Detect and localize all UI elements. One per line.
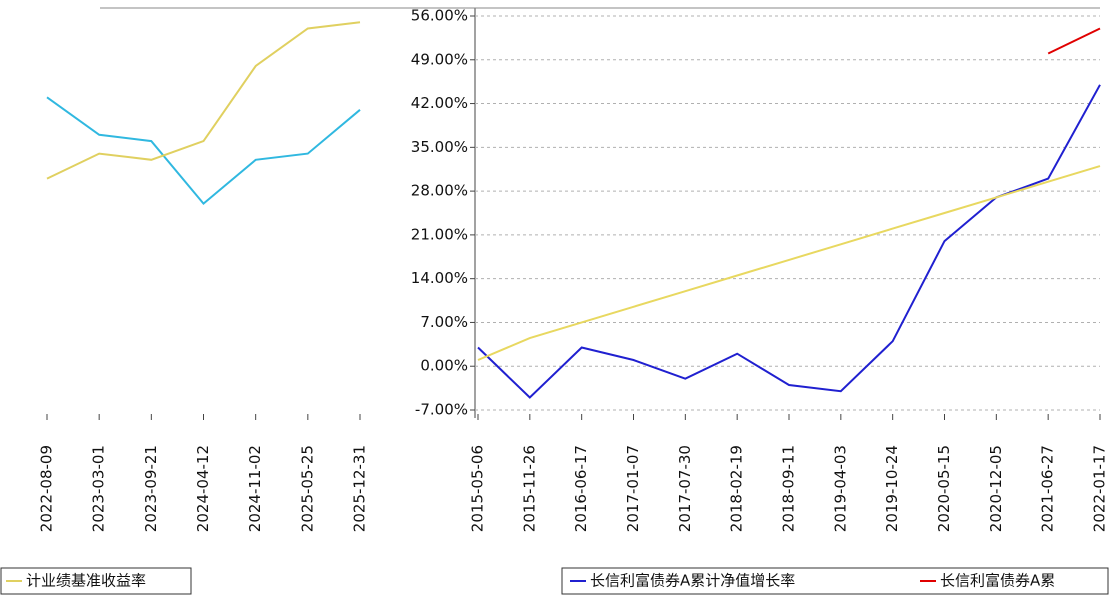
x-tick-label: 2019-04-03 xyxy=(831,445,849,532)
y-tick-label: -7.00% xyxy=(415,401,468,419)
x-tick-label: 2016-06-17 xyxy=(572,445,590,532)
x-tick-label: 2022-08-09 xyxy=(38,445,56,532)
x-tick-label: 2023-03-01 xyxy=(90,445,108,532)
x-tick-label: 2017-07-30 xyxy=(676,445,694,532)
series-line xyxy=(47,97,360,203)
y-tick-label: 49.00% xyxy=(411,50,468,68)
y-tick-label: 56.00% xyxy=(411,7,468,25)
x-tick-label: 2025-05-25 xyxy=(298,445,316,532)
x-tick-label: 2020-12-05 xyxy=(987,445,1005,532)
series-line xyxy=(478,166,1100,360)
legend-label: 计业绩基准收益率 xyxy=(26,572,146,590)
y-tick-label: 42.00% xyxy=(411,94,468,112)
x-tick-label: 2023-09-21 xyxy=(142,445,160,532)
x-tick-label: 2021-06-27 xyxy=(1039,445,1057,532)
x-tick-label: 2022-01-17 xyxy=(1091,445,1109,532)
x-tick-label: 2018-09-11 xyxy=(780,445,798,532)
series-line xyxy=(1048,29,1100,54)
x-tick-label: 2017-01-07 xyxy=(624,445,642,532)
series-line xyxy=(478,85,1100,398)
x-tick-label: 2019-10-24 xyxy=(883,445,901,532)
y-tick-label: 28.00% xyxy=(411,182,468,200)
x-tick-label: 2024-04-12 xyxy=(194,445,212,532)
y-tick-label: 35.00% xyxy=(411,138,468,156)
y-tick-label: 14.00% xyxy=(411,269,468,287)
chart: 2022-08-09 2023-03-01 2023-09-21 2024-04-12… xyxy=(0,0,1109,599)
x-tick-label: 2024-11-02 xyxy=(246,445,264,532)
x-tick-label: 2015-11-26 xyxy=(520,445,538,532)
y-tick-label: 0.00% xyxy=(420,357,468,375)
x-tick-label: 2020-05-15 xyxy=(935,445,953,532)
legend-label: 长信利富债券A累 xyxy=(940,572,1055,590)
x-tick-label: 2015-05-06 xyxy=(469,445,487,532)
series-line xyxy=(47,22,360,178)
x-tick-label: 2025-12-31 xyxy=(351,445,369,532)
x-tick-label: 2018-02-19 xyxy=(728,445,746,532)
y-tick-label: 21.00% xyxy=(411,225,468,243)
page: {"chart_data": [ {"type": "line", "categ… xyxy=(0,0,1109,599)
y-tick-label: 7.00% xyxy=(420,313,468,331)
legend-label: 长信利富债券A累计净值增长率 xyxy=(590,572,795,590)
